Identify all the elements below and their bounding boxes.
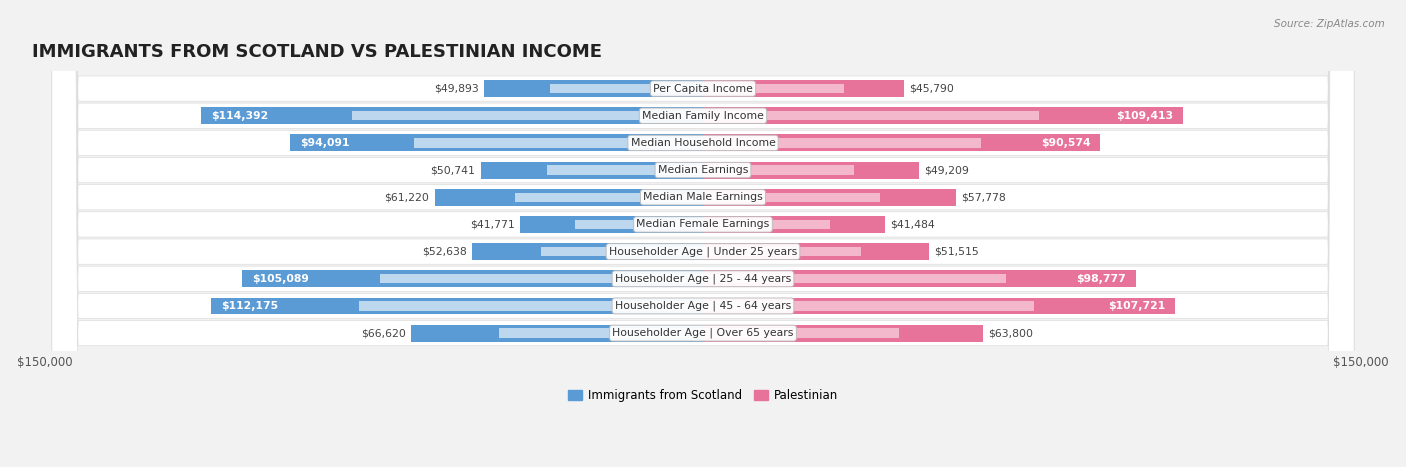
Bar xyxy=(703,107,1182,124)
Bar xyxy=(541,247,703,256)
Bar xyxy=(703,297,1175,314)
Bar xyxy=(703,270,1136,287)
Bar xyxy=(481,162,703,178)
Bar xyxy=(520,216,703,233)
Bar xyxy=(291,134,703,151)
Text: Householder Age | 45 - 64 years: Householder Age | 45 - 64 years xyxy=(614,301,792,311)
Text: $105,089: $105,089 xyxy=(252,274,309,284)
Bar xyxy=(703,134,1099,151)
Text: Householder Age | Under 25 years: Householder Age | Under 25 years xyxy=(609,247,797,257)
Text: $63,800: $63,800 xyxy=(988,328,1033,338)
Text: Householder Age | Over 65 years: Householder Age | Over 65 years xyxy=(612,328,794,339)
Bar xyxy=(472,243,703,260)
Text: Median Female Earnings: Median Female Earnings xyxy=(637,219,769,229)
Bar xyxy=(703,325,983,341)
Text: $90,574: $90,574 xyxy=(1040,138,1090,148)
Text: Source: ZipAtlas.com: Source: ZipAtlas.com xyxy=(1274,19,1385,28)
FancyBboxPatch shape xyxy=(52,0,1354,467)
Bar xyxy=(547,165,703,175)
Bar xyxy=(703,165,853,175)
Bar xyxy=(550,84,703,93)
Text: Householder Age | 25 - 44 years: Householder Age | 25 - 44 years xyxy=(614,274,792,284)
Bar xyxy=(703,220,831,229)
FancyBboxPatch shape xyxy=(52,0,1354,467)
FancyBboxPatch shape xyxy=(52,0,1354,467)
Bar xyxy=(359,301,703,311)
Text: $94,091: $94,091 xyxy=(301,138,350,148)
Text: Median Male Earnings: Median Male Earnings xyxy=(643,192,763,202)
Text: $41,771: $41,771 xyxy=(470,219,515,229)
Bar xyxy=(703,189,956,205)
Text: $49,893: $49,893 xyxy=(434,84,479,93)
Bar xyxy=(201,107,703,124)
FancyBboxPatch shape xyxy=(52,0,1354,467)
Bar xyxy=(703,247,860,256)
Bar xyxy=(703,328,898,338)
Text: $57,778: $57,778 xyxy=(962,192,1007,202)
Bar xyxy=(242,270,703,287)
Text: $109,413: $109,413 xyxy=(1116,111,1173,121)
Bar xyxy=(703,162,918,178)
Text: $49,209: $49,209 xyxy=(924,165,969,175)
Bar xyxy=(703,111,1039,120)
Bar xyxy=(703,192,880,202)
Bar xyxy=(703,138,981,148)
Text: Median Earnings: Median Earnings xyxy=(658,165,748,175)
Text: $114,392: $114,392 xyxy=(211,111,269,121)
Bar xyxy=(484,80,703,97)
FancyBboxPatch shape xyxy=(52,0,1354,467)
Bar xyxy=(575,220,703,229)
Text: $61,220: $61,220 xyxy=(384,192,429,202)
FancyBboxPatch shape xyxy=(52,0,1354,467)
Bar xyxy=(703,84,844,93)
Legend: Immigrants from Scotland, Palestinian: Immigrants from Scotland, Palestinian xyxy=(564,384,842,406)
Bar xyxy=(211,297,703,314)
Bar xyxy=(415,138,703,148)
Text: $41,484: $41,484 xyxy=(890,219,935,229)
Bar xyxy=(703,216,884,233)
FancyBboxPatch shape xyxy=(52,0,1354,467)
Text: $107,721: $107,721 xyxy=(1108,301,1166,311)
Text: $50,741: $50,741 xyxy=(430,165,475,175)
Text: $66,620: $66,620 xyxy=(361,328,405,338)
Bar xyxy=(515,192,703,202)
Bar xyxy=(499,328,703,338)
Bar xyxy=(703,301,1033,311)
Bar xyxy=(352,111,703,120)
Bar xyxy=(434,189,703,205)
FancyBboxPatch shape xyxy=(52,0,1354,467)
Text: $52,638: $52,638 xyxy=(422,247,467,256)
Text: $51,515: $51,515 xyxy=(934,247,979,256)
Text: IMMIGRANTS FROM SCOTLAND VS PALESTINIAN INCOME: IMMIGRANTS FROM SCOTLAND VS PALESTINIAN … xyxy=(32,43,602,61)
Bar xyxy=(703,243,929,260)
Text: $112,175: $112,175 xyxy=(221,301,278,311)
Bar xyxy=(703,274,1007,283)
Text: Median Family Income: Median Family Income xyxy=(643,111,763,121)
Bar xyxy=(703,80,904,97)
Text: Per Capita Income: Per Capita Income xyxy=(652,84,754,93)
Bar xyxy=(381,274,703,283)
Bar xyxy=(411,325,703,341)
Text: $98,777: $98,777 xyxy=(1077,274,1126,284)
Text: $45,790: $45,790 xyxy=(910,84,953,93)
FancyBboxPatch shape xyxy=(52,0,1354,467)
Text: Median Household Income: Median Household Income xyxy=(630,138,776,148)
FancyBboxPatch shape xyxy=(52,0,1354,467)
